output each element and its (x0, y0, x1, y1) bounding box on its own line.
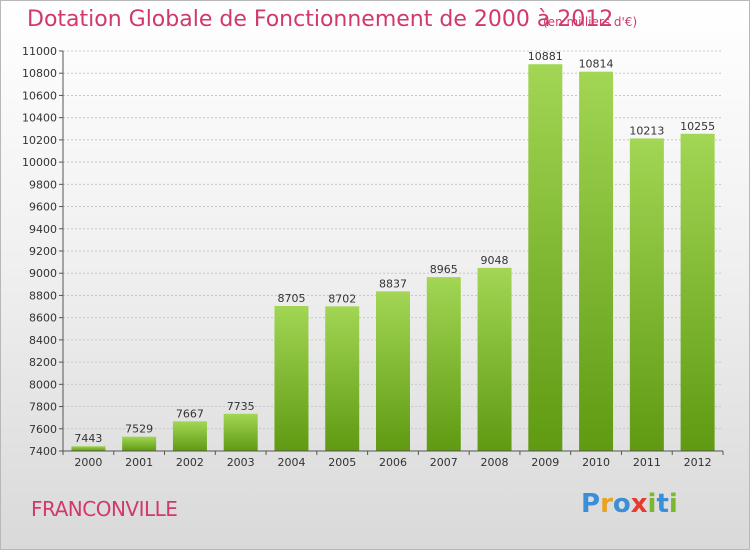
bar (325, 306, 360, 451)
unit-label: (en milliers d'€) (543, 15, 638, 29)
y-tick-label: 10800 (22, 67, 57, 80)
logo-letter: r (600, 489, 613, 519)
bar-value-label: 10814 (579, 58, 614, 71)
x-tick-label: 2012 (684, 456, 712, 469)
y-tick-label: 8600 (29, 312, 57, 325)
bar-value-label: 8705 (277, 292, 305, 305)
logo-letter: i (668, 489, 678, 519)
commune-name: FRANCONVILLE (31, 497, 178, 521)
y-tick-label: 8000 (29, 378, 57, 391)
bar (172, 421, 207, 451)
bar-value-label: 10213 (629, 124, 664, 137)
y-tick-label: 9600 (29, 201, 57, 214)
bars: 7443 7529 7667 7735 8705 8702 8837 8965 9048 1088… (71, 50, 715, 452)
bar (274, 306, 309, 451)
bar-value-label: 7667 (176, 407, 204, 420)
y-tick-label: 9200 (29, 245, 57, 258)
y-tick-label: 7600 (29, 423, 57, 436)
logo-letter: P (581, 489, 601, 519)
y-tick-label: 10400 (22, 112, 57, 125)
y-tick-label: 7400 (29, 445, 57, 458)
bar-value-label: 7529 (125, 423, 153, 436)
bar (477, 267, 512, 451)
x-tick-label: 2007 (430, 456, 458, 469)
bar-value-label: 10881 (528, 50, 563, 63)
bar (122, 436, 157, 451)
bar-value-label: 8702 (328, 292, 356, 305)
bar-value-label: 7735 (227, 400, 255, 413)
bar (629, 138, 664, 451)
x-tick-label: 2000 (74, 456, 102, 469)
y-tick-label: 10200 (22, 134, 57, 147)
bar (223, 413, 258, 451)
y-tick-label: 10000 (22, 156, 57, 169)
x-tick-label: 2005 (328, 456, 356, 469)
y-tick-label: 8800 (29, 289, 57, 302)
x-tick-label: 2002 (176, 456, 204, 469)
x-tick-label: 2009 (531, 456, 559, 469)
x-tick-label: 2006 (379, 456, 407, 469)
y-tick-label: 9400 (29, 223, 57, 236)
logo-letter: x (630, 489, 648, 519)
logo-letter: t (656, 489, 669, 519)
bar (579, 71, 614, 452)
bar-value-label: 8837 (379, 277, 407, 290)
y-tick-label: 8400 (29, 334, 57, 347)
bar (376, 291, 410, 451)
x-tick-label: 2001 (125, 456, 153, 469)
bar (71, 446, 106, 451)
y-tick-label: 9800 (29, 178, 57, 191)
bar (680, 133, 715, 451)
axes: 7400 7600 7800 8000 8200 8400 8600 8800 9000 9200… (22, 45, 724, 469)
x-tick-label: 2008 (481, 456, 509, 469)
y-tick-label: 9000 (29, 267, 57, 280)
y-tick-label: 7800 (29, 401, 57, 414)
logo-letter: i (647, 489, 657, 519)
bar-value-label: 8965 (430, 263, 458, 276)
chart-title: Dotation Globale de Fonctionnement de 20… (27, 7, 614, 32)
bar (426, 277, 461, 451)
bar-value-label: 9048 (481, 254, 509, 267)
y-tick-label: 10600 (22, 89, 57, 102)
y-tick-label: 8200 (29, 356, 57, 369)
x-tick-label: 2004 (277, 456, 305, 469)
bar-value-label: 7443 (74, 432, 102, 445)
x-tick-label: 2003 (227, 456, 255, 469)
logo-letter: o (612, 489, 631, 519)
bar-value-label: 10255 (680, 120, 715, 133)
x-tick-label: 2010 (582, 456, 610, 469)
x-tick-label: 2011 (633, 456, 661, 469)
proxiti-logo[interactable]: Proxiti (581, 489, 678, 519)
bar (528, 64, 563, 451)
y-tick-label: 11000 (22, 45, 57, 58)
